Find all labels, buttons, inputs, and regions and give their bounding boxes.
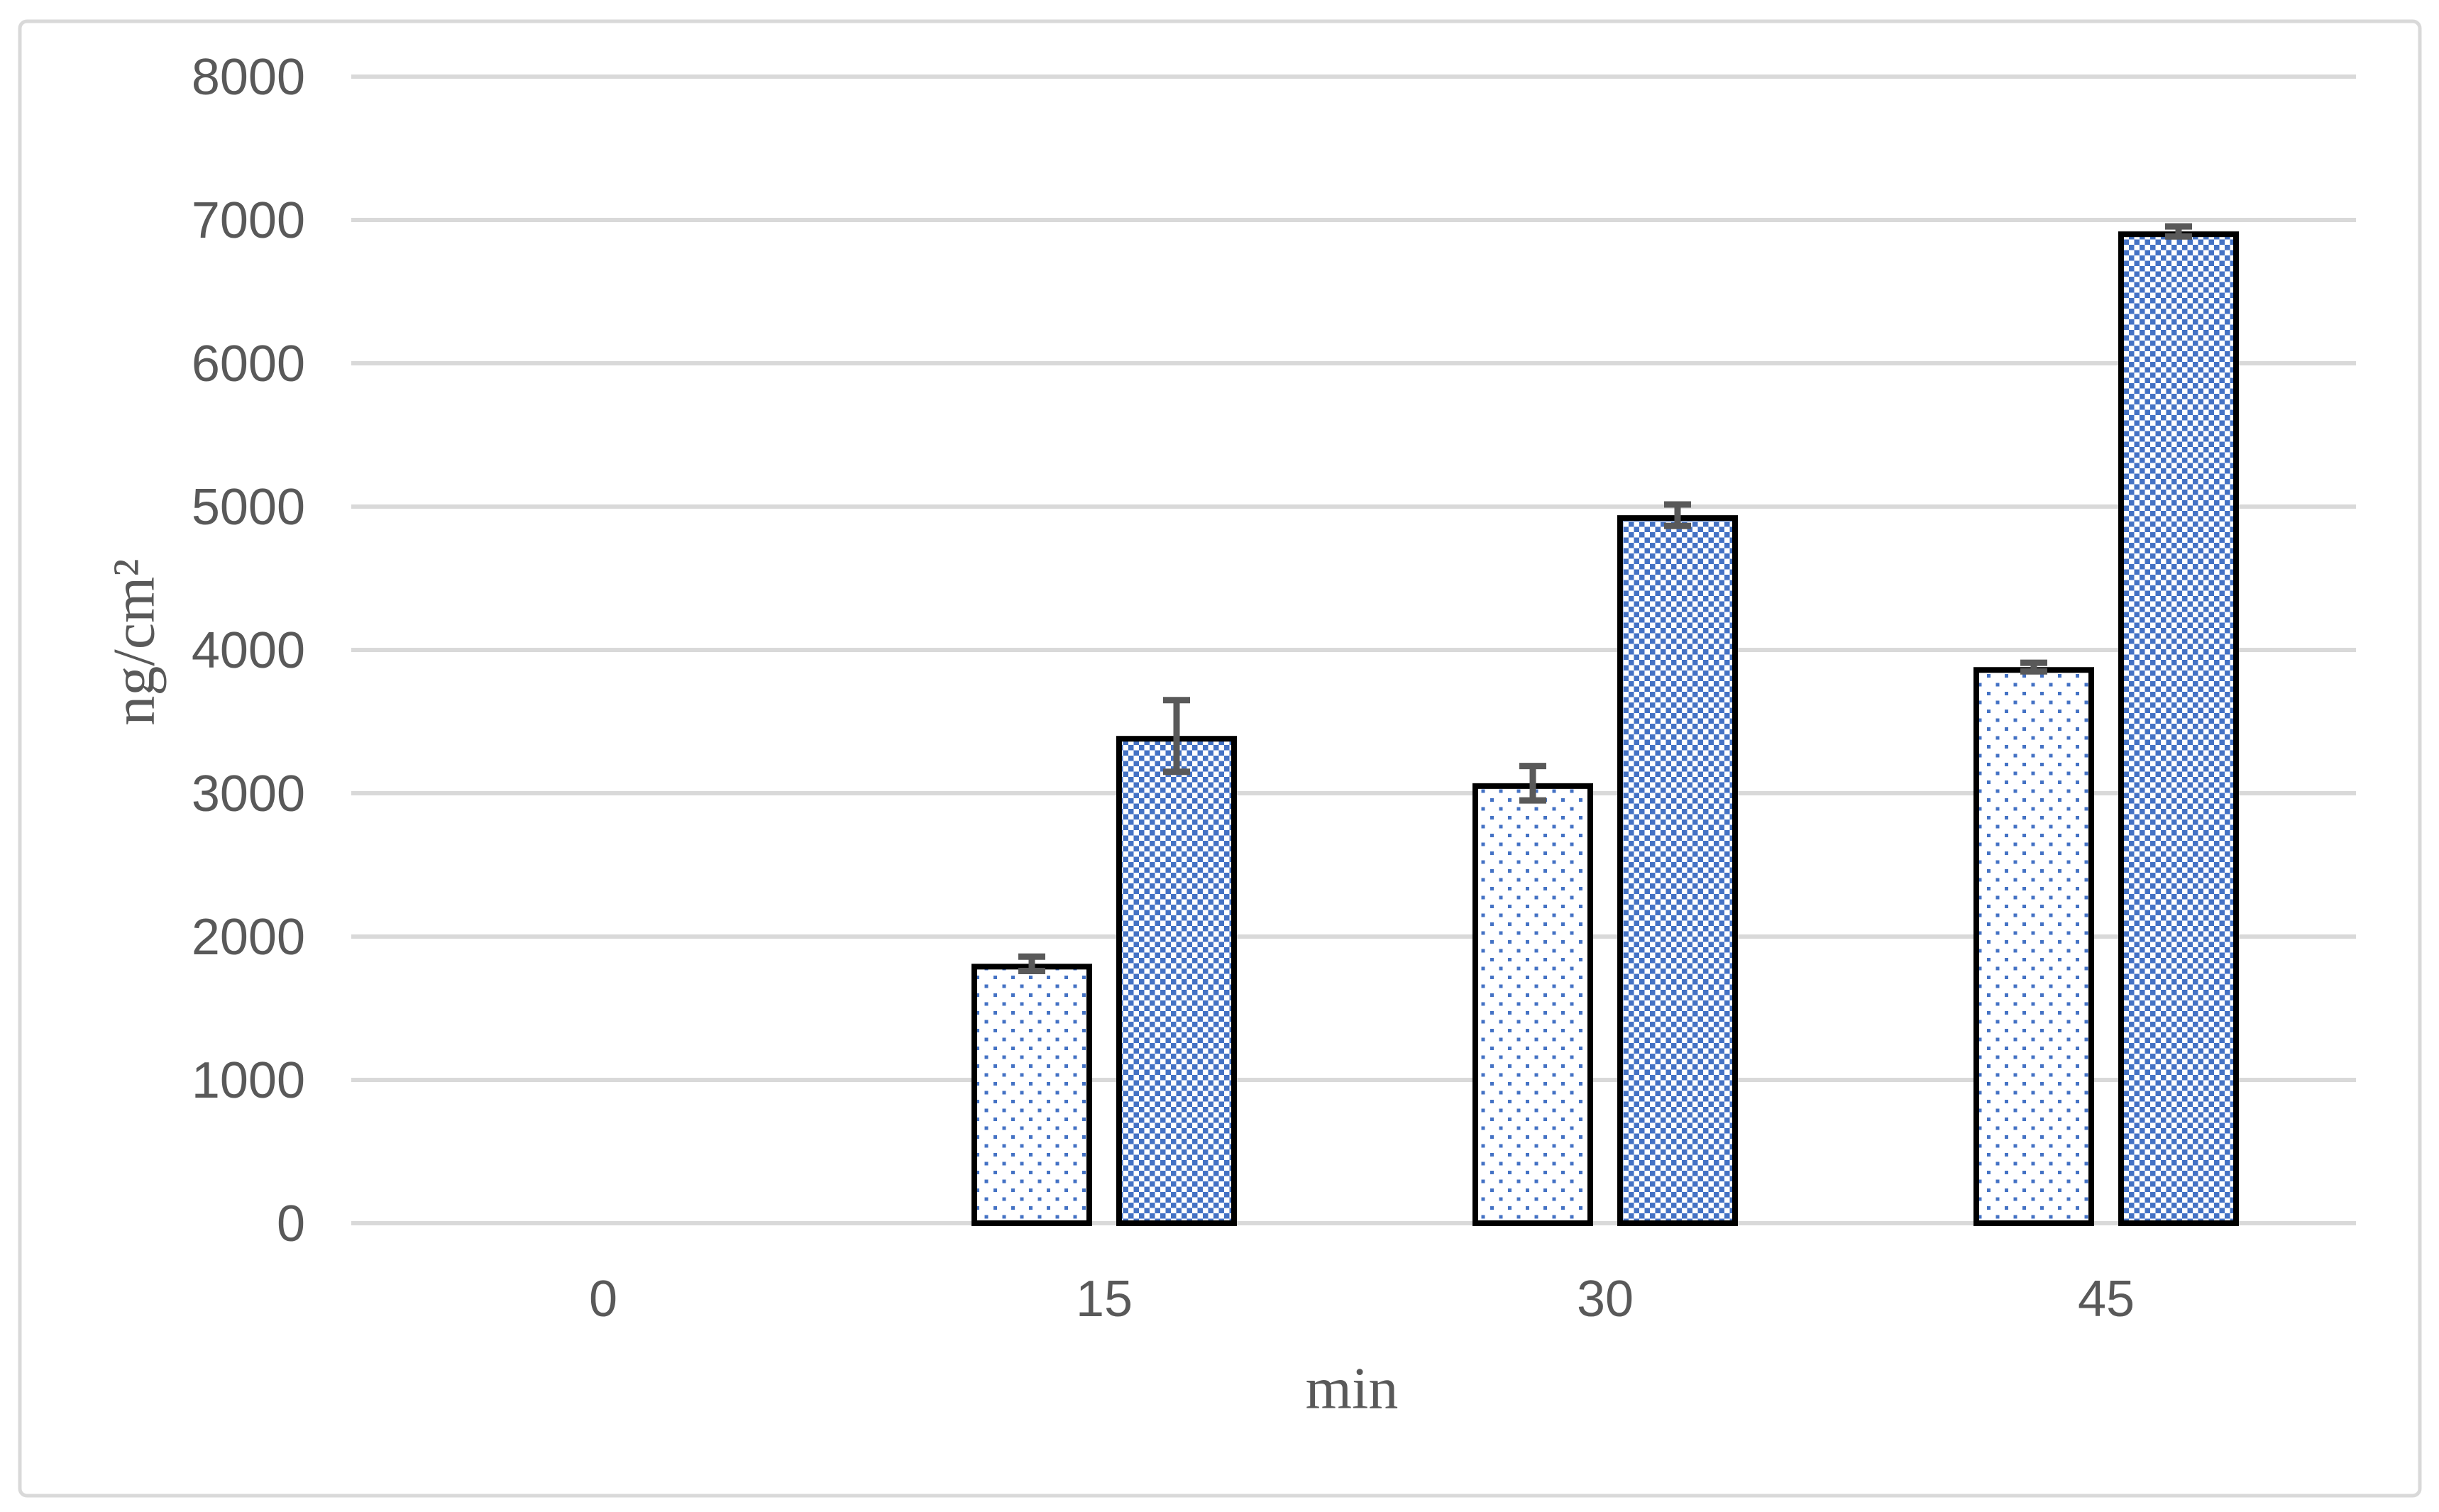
y-tick-label-1000: 1000 (192, 1052, 305, 1109)
y-tick-label-4000: 4000 (192, 622, 305, 679)
bars-group (971, 231, 2239, 1226)
x-axis-title: min (1306, 1355, 1399, 1421)
bar-dots-45min (1973, 667, 2094, 1226)
bar-dots-30min (1472, 783, 1593, 1226)
error-bar-checker-30min (1664, 501, 1691, 529)
x-tick-label-15: 15 (1076, 1271, 1133, 1328)
chart-outer-frame (18, 19, 2422, 1498)
bar-dots-15min (971, 964, 1092, 1226)
x-tick-label-0: 0 (589, 1271, 617, 1328)
y-tick-label-3000: 3000 (192, 766, 305, 822)
y-tick-label-5000: 5000 (192, 479, 305, 536)
y-tick-label-8000: 8000 (192, 49, 305, 106)
y-tick-label-7000: 7000 (192, 192, 305, 249)
x-tick-label-30: 30 (1577, 1271, 1634, 1328)
y-tick-label-6000: 6000 (192, 336, 305, 392)
x-axis-tick-labels: 0 15 30 45 (589, 1271, 2135, 1328)
x-tick-label-45: 45 (2078, 1271, 2135, 1328)
bar-checker-15min (1116, 736, 1237, 1226)
bar-checker-30min (1617, 515, 1738, 1226)
y-axis-title: ng/cm² (101, 558, 167, 725)
bar-checker-45min (2118, 231, 2239, 1226)
error-bar-checker-45min (2165, 223, 2192, 240)
y-tick-label-0: 0 (277, 1196, 305, 1252)
y-axis-tick-labels: 0 1000 2000 3000 4000 5000 6000 7000 8000 (192, 49, 305, 1252)
error-bar-dots-45min (2020, 659, 2047, 675)
error-bar-dots-30min (1519, 763, 1546, 804)
error-bars-group (1018, 223, 2192, 974)
y-tick-label-2000: 2000 (192, 909, 305, 966)
error-bar-checker-15min (1163, 697, 1190, 776)
error-bar-dots-15min (1018, 953, 1045, 974)
